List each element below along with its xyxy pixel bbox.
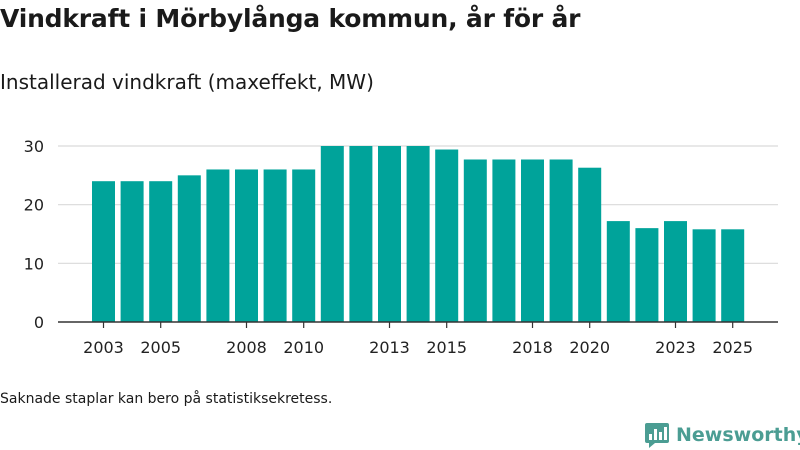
y-tick-label: 30 bbox=[24, 137, 44, 156]
bar-2012[interactable] bbox=[349, 146, 373, 322]
bar-2020[interactable] bbox=[578, 167, 602, 322]
bar-chart-icon bbox=[645, 423, 669, 448]
bar-2024[interactable] bbox=[692, 229, 716, 322]
bar-2022[interactable] bbox=[635, 228, 659, 322]
bar-2009[interactable] bbox=[263, 169, 287, 322]
bar-2008[interactable] bbox=[235, 169, 258, 322]
brand-name: Newsworthy bbox=[676, 424, 800, 446]
y-tick-label: 0 bbox=[34, 313, 44, 332]
x-tick-label: 2018 bbox=[512, 338, 553, 357]
bar-2006[interactable] bbox=[177, 175, 201, 322]
bar-2003[interactable] bbox=[92, 181, 115, 322]
bar-2007[interactable] bbox=[206, 169, 230, 322]
bar-2010[interactable] bbox=[292, 169, 316, 322]
y-tick-label: 10 bbox=[24, 254, 44, 273]
x-tick-label: 2023 bbox=[655, 338, 696, 357]
chart-title: Vindkraft i Mörbylånga kommun, år för år bbox=[0, 4, 581, 33]
newsworthy-logo[interactable]: Newsworthy bbox=[644, 421, 800, 449]
bar-2016[interactable] bbox=[463, 159, 487, 322]
chart-subtitle: Installerad vindkraft (maxeffekt, MW) bbox=[0, 70, 374, 94]
x-tick-label: 2013 bbox=[369, 338, 410, 357]
bar-2005[interactable] bbox=[149, 181, 173, 322]
x-tick-label: 2008 bbox=[226, 338, 267, 357]
x-tick-label: 2020 bbox=[569, 338, 610, 357]
x-tick-label: 2015 bbox=[426, 338, 467, 357]
x-tick-label: 2010 bbox=[283, 338, 324, 357]
bar-2021[interactable] bbox=[606, 221, 630, 322]
bar-2004[interactable] bbox=[120, 181, 144, 322]
bar-2023[interactable] bbox=[664, 221, 687, 322]
bar-2018[interactable] bbox=[521, 159, 544, 322]
x-tick-label: 2003 bbox=[83, 338, 124, 357]
x-tick-label: 2025 bbox=[712, 338, 753, 357]
bar-2015[interactable] bbox=[435, 149, 459, 322]
footnote: Saknade staplar kan bero på statistiksek… bbox=[0, 391, 333, 407]
bar-2013[interactable] bbox=[378, 146, 401, 322]
bar-2014[interactable] bbox=[406, 146, 430, 322]
bar-2019[interactable] bbox=[549, 159, 573, 322]
y-tick-label: 20 bbox=[24, 196, 44, 215]
bar-2025[interactable] bbox=[721, 229, 745, 322]
axes: 0 10 20 30 2003 2005 2008 2010 2013 2015 2018 2020 2… bbox=[24, 137, 778, 357]
bars bbox=[92, 146, 745, 322]
bar-2011[interactable] bbox=[320, 146, 344, 322]
bar-2017[interactable] bbox=[492, 159, 516, 322]
x-tick-label: 2005 bbox=[140, 338, 181, 357]
